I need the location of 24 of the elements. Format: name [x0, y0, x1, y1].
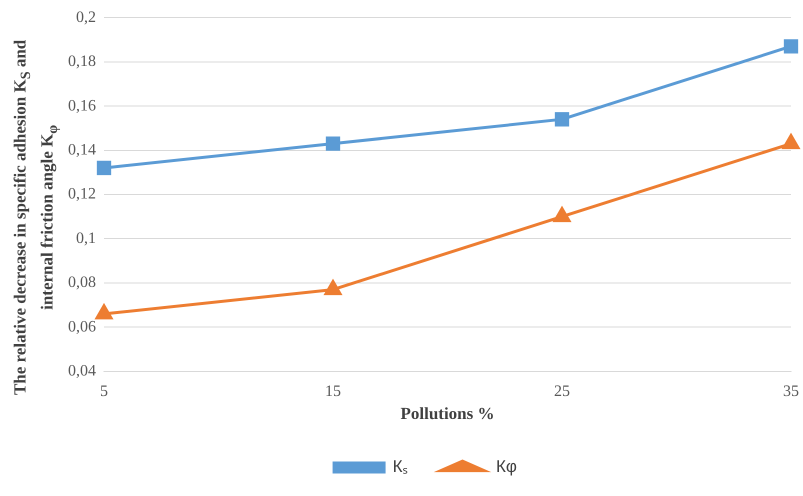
point	[326, 136, 340, 151]
point	[324, 280, 342, 296]
x-tick-label: 15	[325, 383, 341, 400]
y-tick-label: 0,14	[68, 141, 96, 158]
y-tick-label: 0,16	[68, 97, 96, 114]
y-tick-label: 0,2	[76, 8, 96, 26]
point	[96, 304, 112, 320]
y-tick-label: 0,08	[68, 274, 96, 292]
x-tick-label: 25	[554, 383, 570, 400]
point	[554, 112, 570, 126]
legend-label: Кₛ	[392, 457, 408, 476]
point	[782, 134, 800, 150]
x-tick-label: 5	[100, 383, 108, 400]
point	[554, 207, 570, 222]
legend-label: Кφ	[496, 457, 517, 476]
y-tick-label: 0,1	[76, 230, 96, 247]
y-tick-label: 0,12	[68, 186, 96, 203]
y-tick-label: 0,06	[68, 318, 96, 336]
y-tick-label: 0,04	[68, 362, 96, 380]
point	[784, 39, 798, 54]
x-tick-label: 35	[783, 383, 799, 400]
y-tick-label: 0,18	[68, 53, 96, 70]
x-axis-title: Pollutions %	[400, 404, 494, 424]
point	[96, 160, 112, 176]
